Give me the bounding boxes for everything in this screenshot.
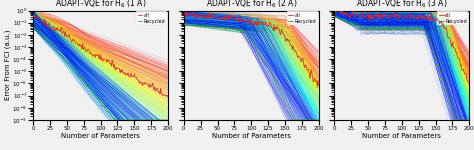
Recycled bbox=[155, 119, 161, 121]
all bbox=[43, 20, 49, 22]
all bbox=[314, 86, 320, 88]
all bbox=[30, 16, 36, 18]
Recycled bbox=[389, 28, 394, 29]
Recycled bbox=[466, 119, 472, 121]
Recycled bbox=[382, 29, 387, 31]
all bbox=[183, 11, 189, 13]
Recycled bbox=[306, 119, 311, 121]
all bbox=[231, 16, 237, 18]
all bbox=[334, 7, 339, 9]
all bbox=[32, 17, 37, 19]
Legend: all, Recycled: all, Recycled bbox=[136, 11, 167, 25]
Recycled bbox=[30, 27, 36, 29]
all bbox=[389, 16, 394, 18]
Line: all: all bbox=[184, 12, 319, 87]
Recycled bbox=[255, 50, 260, 52]
Recycled bbox=[165, 119, 171, 121]
Recycled bbox=[113, 119, 118, 121]
all bbox=[332, 8, 338, 9]
Recycled bbox=[181, 23, 187, 25]
Line: Recycled: Recycled bbox=[184, 23, 319, 120]
Recycled bbox=[334, 15, 339, 17]
all bbox=[305, 69, 311, 71]
Recycled bbox=[316, 119, 321, 121]
Recycled bbox=[292, 119, 297, 121]
Recycled bbox=[104, 109, 109, 111]
X-axis label: Number of Parameters: Number of Parameters bbox=[363, 133, 441, 139]
all bbox=[331, 9, 337, 11]
Line: Recycled: Recycled bbox=[334, 16, 469, 120]
Recycled bbox=[238, 28, 244, 30]
Line: Recycled: Recycled bbox=[33, 27, 168, 120]
all bbox=[456, 58, 461, 60]
Title: ADAPT-VQE for H$_6$ (2 Å): ADAPT-VQE for H$_6$ (2 Å) bbox=[206, 0, 297, 11]
Recycled bbox=[332, 16, 338, 18]
Line: all: all bbox=[334, 8, 469, 84]
Recycled bbox=[32, 27, 37, 29]
all bbox=[88, 52, 93, 53]
all bbox=[238, 21, 244, 23]
Title: ADAPT-VQE for H$_6$ (1 Å): ADAPT-VQE for H$_6$ (1 Å) bbox=[55, 0, 146, 11]
all bbox=[466, 83, 472, 85]
Recycled bbox=[344, 20, 350, 22]
Recycled bbox=[456, 119, 462, 121]
Legend: all, Recycled: all, Recycled bbox=[438, 11, 468, 25]
Y-axis label: Error From FCI (a.u.): Error From FCI (a.u.) bbox=[4, 30, 11, 100]
all bbox=[255, 18, 260, 19]
all bbox=[165, 97, 171, 99]
X-axis label: Number of Parameters: Number of Parameters bbox=[212, 133, 291, 139]
Recycled bbox=[182, 22, 188, 24]
Recycled bbox=[80, 80, 86, 82]
all bbox=[316, 84, 321, 86]
all bbox=[80, 47, 86, 49]
Recycled bbox=[331, 15, 337, 17]
all bbox=[344, 14, 350, 15]
Line: all: all bbox=[33, 15, 168, 98]
all bbox=[405, 15, 411, 16]
all bbox=[194, 16, 200, 18]
all bbox=[181, 18, 187, 20]
Recycled bbox=[31, 26, 36, 28]
Recycled bbox=[405, 28, 411, 30]
Recycled bbox=[43, 38, 49, 40]
all bbox=[382, 13, 387, 15]
Legend: all, Recycled: all, Recycled bbox=[287, 11, 318, 25]
Recycled bbox=[182, 24, 187, 25]
Recycled bbox=[194, 26, 200, 27]
Recycled bbox=[453, 119, 459, 121]
all bbox=[31, 14, 36, 16]
Recycled bbox=[88, 89, 93, 91]
Recycled bbox=[231, 29, 237, 30]
all bbox=[155, 87, 160, 89]
all bbox=[182, 12, 187, 14]
all bbox=[104, 61, 109, 63]
Title: ADAPT-VQE for H$_6$ (3 Å): ADAPT-VQE for H$_6$ (3 Å) bbox=[356, 0, 447, 11]
X-axis label: Number of Parameters: Number of Parameters bbox=[61, 133, 140, 139]
